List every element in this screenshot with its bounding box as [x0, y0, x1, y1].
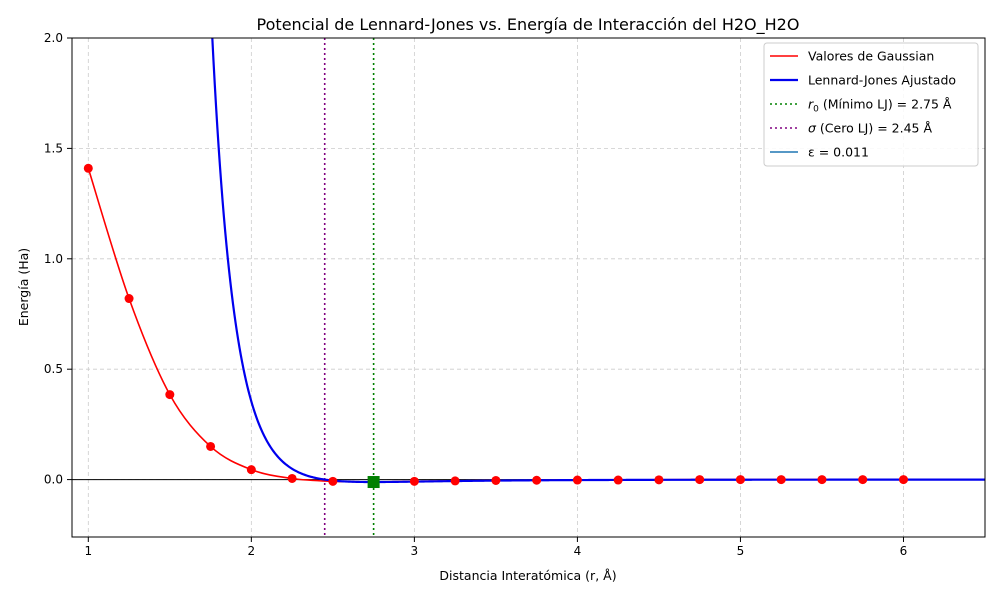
- x-tick-label: 2: [248, 544, 256, 558]
- plot-area: [72, 38, 985, 537]
- x-tick-label: 4: [574, 544, 582, 558]
- legend-entry-gaussian: Valores de Gaussian: [808, 49, 934, 64]
- y-tick-label: 2.0: [44, 31, 63, 45]
- chart-title: Potencial de Lennard-Jones vs. Energía d…: [257, 15, 800, 35]
- gaussian-point: [450, 476, 460, 486]
- minimum-marker: [367, 476, 380, 489]
- gaussian-line: [87, 168, 904, 483]
- gaussian-point: [206, 441, 216, 451]
- plot-frame: [71, 37, 986, 538]
- y-tick-label: 0.0: [44, 473, 63, 487]
- x-tick-label: 6: [900, 544, 908, 558]
- legend: Valores de Gaussian Lennard-Jones Ajustad…: [763, 42, 979, 167]
- y-axis-label: Energía (Ha): [16, 248, 31, 326]
- gaussian-point: [83, 163, 93, 173]
- x-axis-label: Distancia Interatómica (r, Å): [439, 568, 616, 583]
- gaussian-point: [817, 475, 827, 485]
- gaussian-point: [898, 475, 908, 485]
- y-tick-label: 1.0: [44, 252, 63, 266]
- gaussian-point: [858, 475, 868, 485]
- gaussian-point: [124, 294, 134, 304]
- gaussian-point: [613, 475, 623, 485]
- y-tick-label: 1.5: [44, 141, 63, 155]
- y-tick-label: 0.5: [44, 362, 63, 376]
- gaussian-point: [165, 390, 175, 400]
- legend-box: [763, 42, 979, 167]
- legend-entry-lj: Lennard-Jones Ajustado: [808, 73, 956, 88]
- gaussian-point: [532, 475, 542, 485]
- gaussian-point: [735, 475, 745, 485]
- legend-entry-r0: r0 (Mínimo LJ) = 2.75 Å: [808, 97, 952, 115]
- gaussian-point: [287, 473, 297, 483]
- x-tick-label: 1: [84, 544, 92, 558]
- gaussian-point: [654, 475, 664, 485]
- gaussian-point: [409, 476, 419, 486]
- gaussian-point: [491, 475, 501, 485]
- gaussian-point: [572, 475, 582, 485]
- x-tick-label: 5: [737, 544, 745, 558]
- x-tick-label: 3: [411, 544, 419, 558]
- gaussian-point: [328, 476, 338, 486]
- gaussian-point: [776, 475, 786, 485]
- gaussian-point: [695, 475, 705, 485]
- axis-ticks: 1 2 3 4 5 6 0.0 0.5 1.0 1.5 2.0: [44, 31, 907, 558]
- gaussian-point: [246, 465, 256, 475]
- legend-entry-epsilon: ε = 0.011: [808, 145, 869, 160]
- legend-entry-sigma: σ (Cero LJ) = 2.45 Å: [808, 121, 932, 136]
